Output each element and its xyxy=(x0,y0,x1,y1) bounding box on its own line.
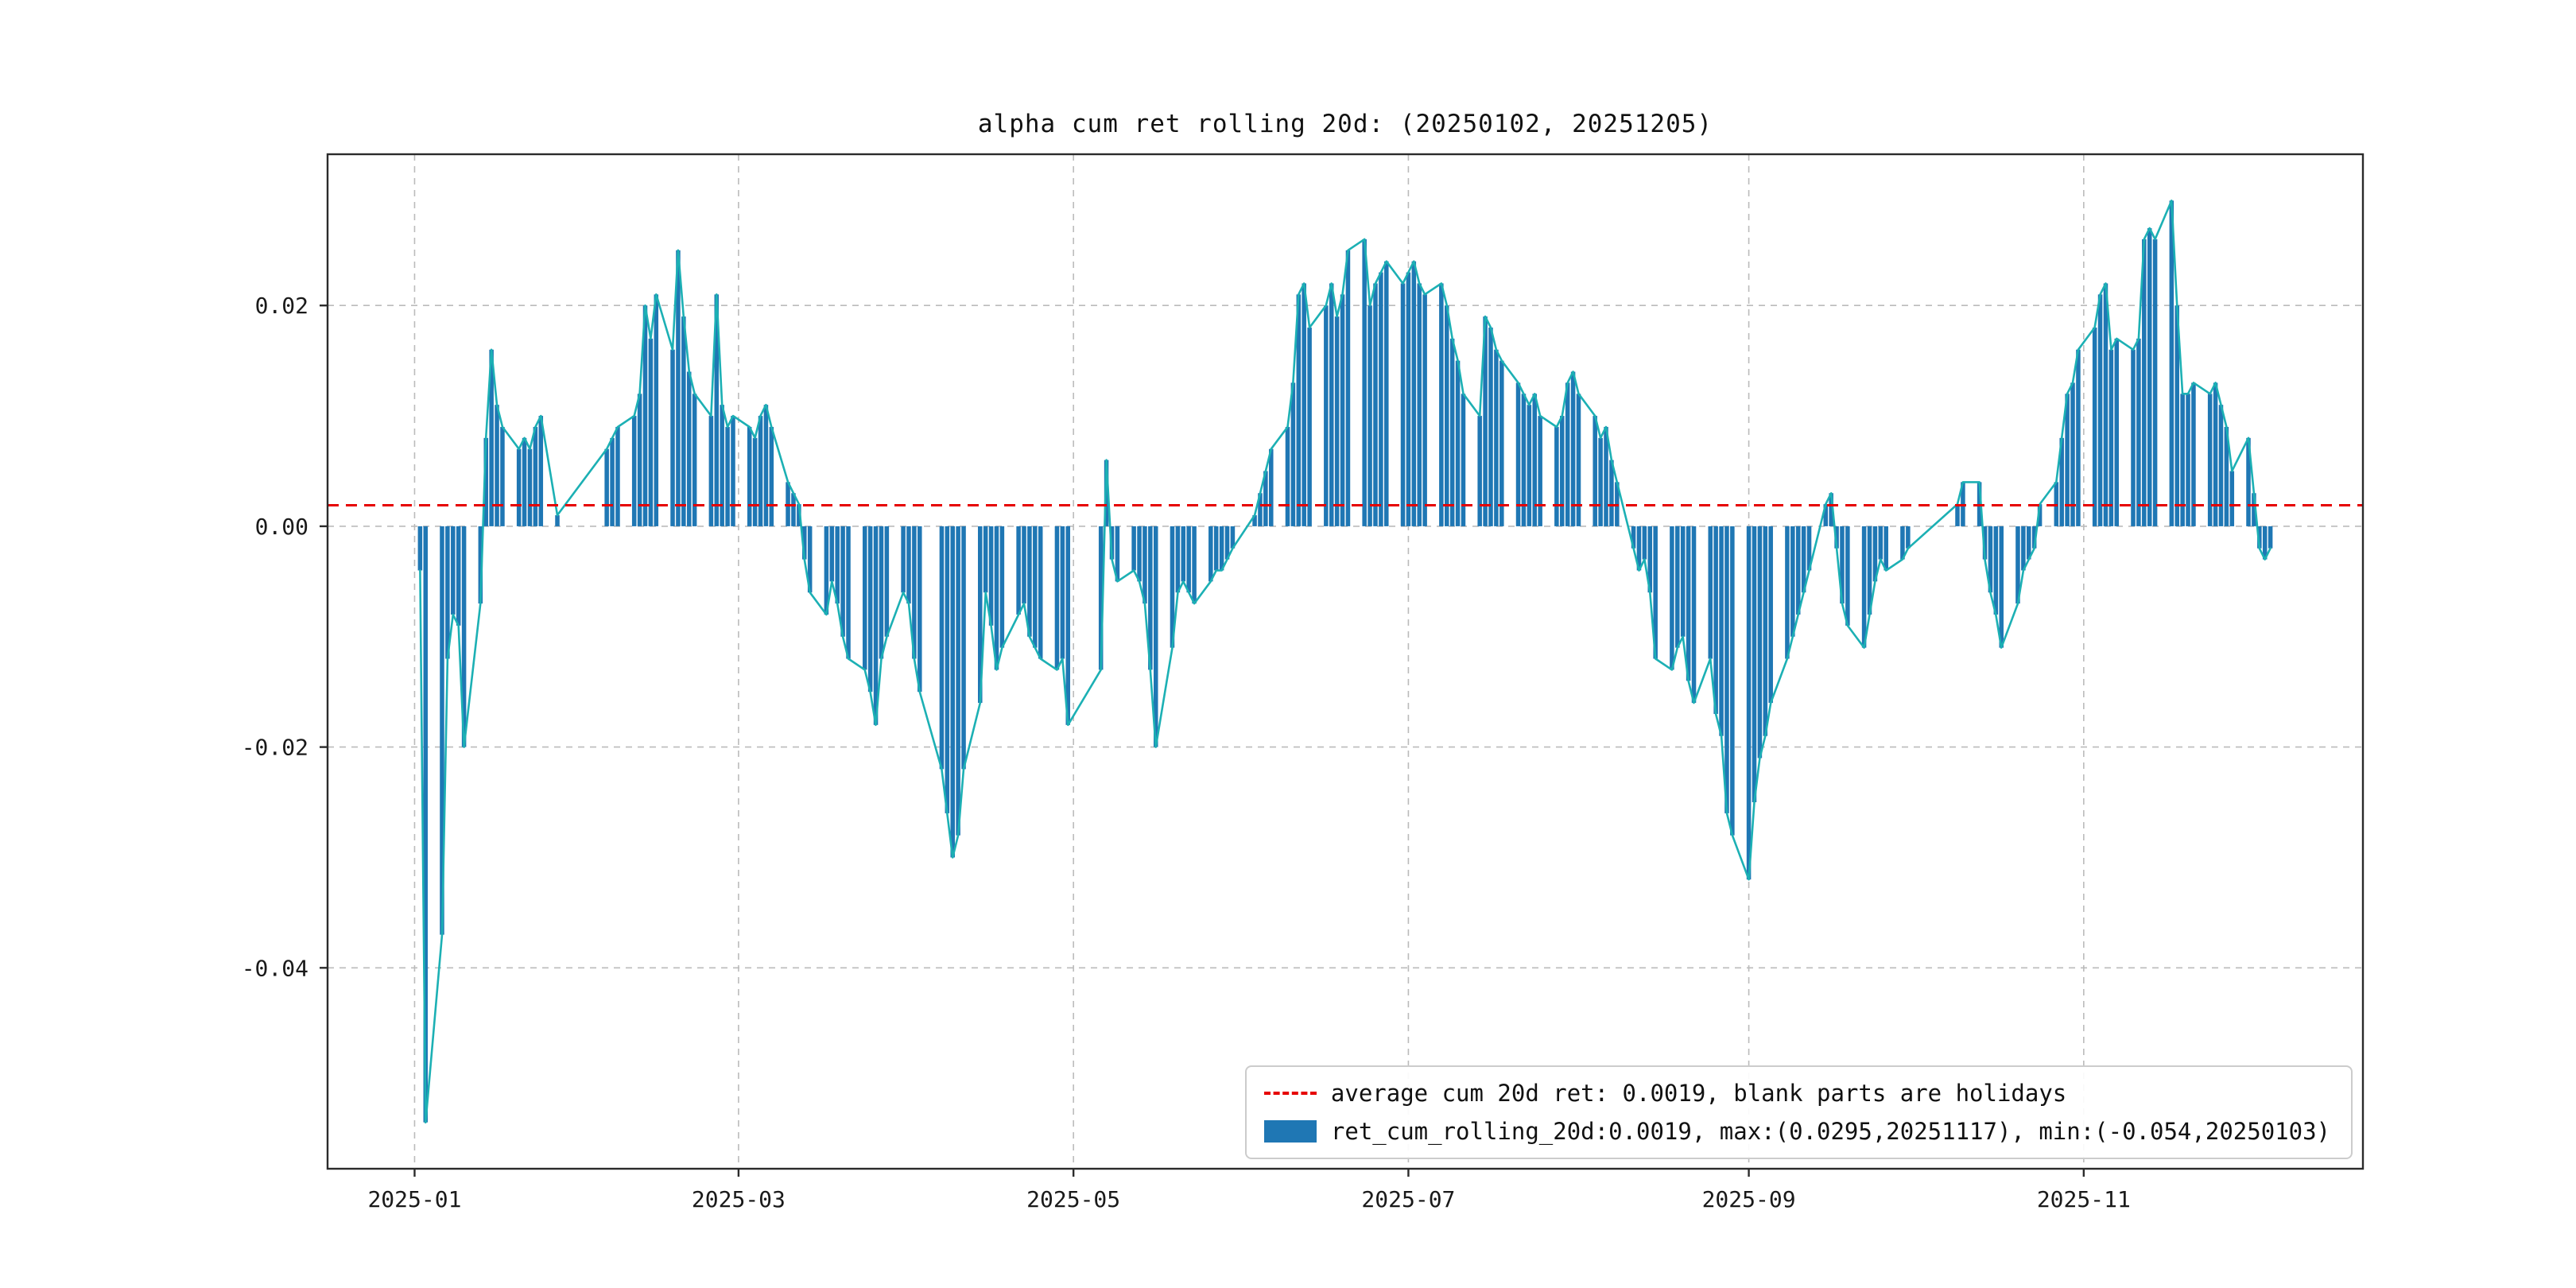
return-bars xyxy=(417,200,2273,1123)
legend-item-average: average cum 20d ret: 0.0019, blank parts… xyxy=(1263,1080,2330,1107)
legend-item-series: ret_cum_rolling_20d:0.0019, max:(0.0295,… xyxy=(1263,1118,2330,1145)
x-axis-ticks: 2025-01 2025-03 2025-05 2025-07 2025-09 2025-… xyxy=(367,1169,2131,1212)
svg-text:-0.02: -0.02 xyxy=(242,735,308,761)
svg-text:2025-05: 2025-05 xyxy=(1026,1186,1120,1212)
legend-series-label: ret_cum_rolling_20d:0.0019, max:(0.0295,… xyxy=(1330,1118,2330,1145)
svg-text:-0.04: -0.04 xyxy=(242,955,308,981)
svg-text:2025-07: 2025-07 xyxy=(1361,1186,1455,1212)
y-axis-ticks: 0.02 0.00 -0.02 -0.04 xyxy=(242,293,328,981)
svg-text:2025-01: 2025-01 xyxy=(367,1186,461,1212)
svg-text:2025-03: 2025-03 xyxy=(692,1186,786,1212)
blue-bar-swatch xyxy=(1263,1120,1317,1143)
plot-background xyxy=(328,154,2363,1169)
svg-text:0.02: 0.02 xyxy=(255,293,308,319)
series-line xyxy=(419,200,2271,1123)
chart-title: alpha cum ret rolling 20d: (20250102, 20… xyxy=(977,110,1713,138)
axes-frame xyxy=(326,153,2365,1170)
svg-text:0.00: 0.00 xyxy=(255,514,308,540)
legend-average-label: average cum 20d ret: 0.0019, blank parts… xyxy=(1330,1080,2067,1107)
red-dashed-line-swatch xyxy=(1263,1092,1317,1095)
legend-box: average cum 20d ret: 0.0019, blank parts… xyxy=(1244,1065,2353,1159)
svg-text:2025-09: 2025-09 xyxy=(1702,1186,1796,1212)
svg-text:2025-11: 2025-11 xyxy=(2037,1186,2131,1212)
